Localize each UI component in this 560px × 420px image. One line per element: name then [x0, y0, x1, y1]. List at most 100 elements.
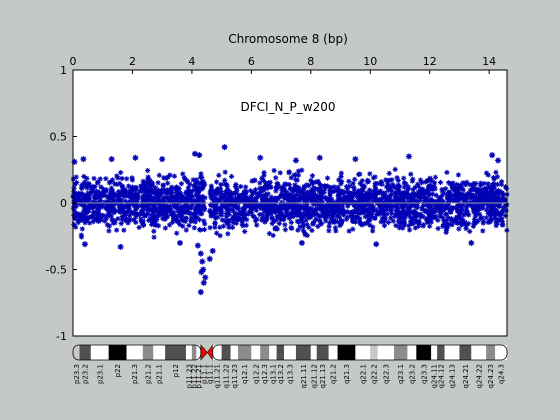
y-tick-label: -0.5: [46, 264, 67, 277]
data-point: [199, 258, 206, 265]
data-point: [198, 227, 204, 233]
data-point: [221, 144, 228, 151]
data-point: [331, 203, 337, 209]
data-point: [140, 222, 147, 228]
chromosome-band: [370, 345, 378, 360]
data-point: [298, 239, 305, 246]
data-point: [360, 209, 366, 215]
data-point: [500, 207, 506, 214]
data-point: [336, 177, 342, 183]
data-point: [386, 204, 392, 210]
data-point: [136, 224, 142, 231]
data-point: [267, 179, 273, 185]
data-point: [117, 180, 123, 187]
data-point: [288, 175, 294, 181]
data-point: [412, 225, 418, 231]
chromosome-band: [142, 345, 154, 360]
data-point: [224, 183, 230, 189]
data-point: [427, 184, 433, 190]
data-point: [263, 180, 269, 186]
data-point: [212, 224, 218, 230]
chromosome-band: [416, 345, 432, 360]
data-point: [185, 184, 192, 191]
x-tick-label: 0: [70, 55, 77, 68]
data-point: [388, 215, 394, 221]
data-point: [178, 181, 185, 187]
data-point: [241, 215, 247, 221]
data-point: [145, 167, 151, 174]
data-point: [477, 211, 483, 217]
data-point: [212, 220, 218, 226]
data-point: [91, 215, 98, 221]
chromosome-band: [437, 345, 445, 360]
band-label: q11.22: [223, 364, 231, 388]
data-point: [494, 181, 501, 187]
data-point: [346, 228, 352, 234]
data-point: [261, 202, 267, 208]
data-point: [286, 169, 292, 175]
data-point: [454, 208, 461, 214]
data-point: [476, 205, 482, 211]
data-point: [106, 180, 113, 186]
data-point: [224, 205, 230, 211]
data-point: [103, 216, 109, 222]
data-point: [229, 203, 235, 209]
band-label: q24.23: [487, 364, 495, 388]
data-point: [305, 195, 312, 201]
data-point: [140, 184, 146, 190]
data-point: [220, 201, 226, 207]
dense-point-band: [70, 166, 510, 240]
data-point: [387, 192, 393, 198]
data-point: [191, 150, 198, 157]
data-point: [372, 193, 378, 200]
data-point: [145, 204, 151, 210]
data-point: [352, 156, 359, 163]
data-point: [98, 197, 104, 204]
data-point: [338, 173, 344, 180]
data-point: [408, 171, 414, 177]
data-point: [390, 218, 396, 224]
y-tick-label: 0: [60, 197, 67, 210]
data-point: [174, 230, 180, 236]
data-point: [91, 194, 98, 200]
data-point: [167, 204, 174, 210]
data-point: [495, 157, 502, 164]
data-point: [263, 197, 269, 204]
band-label: q13.2: [277, 364, 285, 384]
data-point: [490, 175, 497, 181]
data-point: [87, 220, 93, 226]
chromosome-band: [230, 345, 238, 360]
data-point: [259, 217, 265, 223]
data-point: [81, 241, 88, 248]
data-point: [80, 156, 87, 163]
data-point: [200, 279, 207, 286]
chromosome-band: [431, 345, 438, 360]
data-point: [286, 181, 292, 188]
data-point: [154, 222, 160, 228]
data-point: [417, 177, 424, 183]
band-label: p21.1: [156, 364, 164, 384]
data-point: [169, 184, 175, 190]
data-point: [334, 213, 340, 220]
x-tick-label: 10: [363, 55, 377, 68]
data-point: [151, 234, 157, 240]
data-point: [439, 186, 445, 193]
data-point: [202, 195, 208, 201]
data-point: [375, 189, 382, 196]
band-label: p12: [172, 364, 180, 377]
data-point: [284, 195, 290, 201]
band-label: p21.2: [145, 364, 153, 384]
data-point: [443, 217, 449, 224]
data-point: [183, 196, 190, 203]
data-point: [454, 186, 460, 192]
chromosome-band: [355, 345, 371, 360]
data-point: [313, 201, 319, 207]
data-point: [119, 175, 125, 182]
chromosome-band: [196, 345, 201, 360]
data-point: [118, 169, 124, 176]
data-point: [379, 181, 385, 187]
data-point: [362, 221, 368, 227]
data-point: [482, 199, 488, 205]
data-point: [400, 202, 406, 208]
